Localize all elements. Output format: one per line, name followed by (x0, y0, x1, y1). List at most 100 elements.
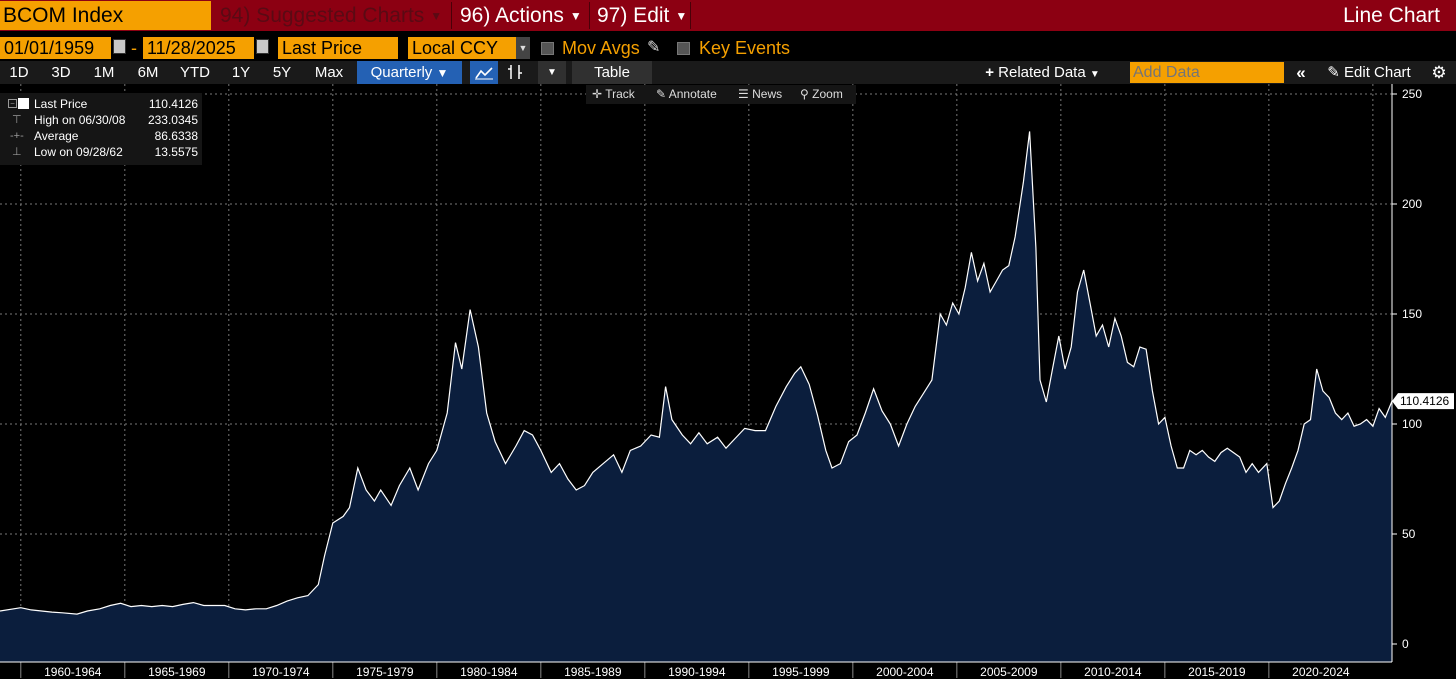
news-icon: ☰ (738, 87, 749, 101)
crosshair-icon: ✛ (592, 87, 603, 101)
related-data-menu[interactable]: + Related Data ▼ (970, 61, 1115, 84)
pen-icon: ✎ (656, 87, 667, 101)
x-tick-label: 1980-1984 (460, 665, 518, 679)
ticker-field[interactable]: BCOM Index (0, 1, 211, 30)
key-events-checkbox[interactable] (677, 42, 690, 55)
low-marker-icon: ⊥ (12, 146, 22, 158)
suggested-charts-menu[interactable]: 94) Suggested Charts ▼ (220, 0, 442, 31)
gear-icon[interactable]: ⚙ (1431, 63, 1447, 82)
calendar-icon[interactable] (113, 39, 126, 54)
y-tick-label: 50 (1402, 527, 1416, 541)
currency-label: Local CCY (412, 38, 499, 58)
edit-chart-button[interactable]: ✎ Edit Chart (1316, 61, 1422, 84)
currency-dropdown[interactable]: Local CCY ▼ (408, 37, 530, 59)
legend-value: 233.0345 (147, 113, 198, 127)
x-tick-label: 1995-1999 (772, 665, 830, 679)
related-data-label: Related Data (998, 64, 1086, 81)
average-marker-icon: -+- (10, 130, 24, 142)
chart-toolbar: 1D 3D 1M 6M YTD 1Y 5Y Max Quarterly ▼ ▼ … (0, 61, 1456, 84)
edit-menu[interactable]: 97) Edit ▼ (597, 0, 687, 31)
high-marker-icon: ⊤ (12, 114, 22, 126)
track-label: Track (605, 87, 635, 101)
annotate-tool[interactable]: ✎ Annotate (656, 85, 717, 104)
end-date-input[interactable]: 11/28/2025 (143, 37, 254, 59)
last-price-tag-label: 110.4126 (1400, 394, 1449, 408)
chart-style-dropdown[interactable]: ▼ (538, 61, 566, 84)
period-5y-button[interactable]: 5Y (272, 64, 292, 81)
period-ytd-button[interactable]: YTD (180, 64, 210, 81)
actions-label: 96) Actions (460, 4, 564, 27)
y-tick-label: 100 (1402, 417, 1422, 431)
x-tick-label: 2010-2014 (1084, 665, 1142, 679)
key-events-label: Key Events (699, 38, 791, 58)
legend-value: 13.5575 (154, 145, 198, 159)
frequency-dropdown[interactable]: Quarterly ▼ (357, 61, 462, 84)
zoom-label: Zoom (812, 87, 843, 101)
legend-label: Low on 09/28/62 (34, 145, 123, 159)
legend-average: -+- Average 86.6338 (8, 128, 202, 144)
x-tick-label: 2005-2009 (980, 665, 1038, 679)
x-tick-label: 1990-1994 (668, 665, 726, 679)
price-chart[interactable]: 1960-1964 1965-1969 1970-1974 1975-1979 1980… (0, 84, 1456, 679)
suggested-charts-label: 94) Suggested Charts (220, 4, 425, 27)
legend-last-price[interactable]: − Last Price 110.4126 (8, 96, 202, 112)
pencil-icon[interactable]: ✎ (647, 39, 661, 56)
y-tick-label: 200 (1402, 197, 1422, 211)
candlestick-icon[interactable] (502, 61, 528, 84)
pencil-icon: ✎ (1327, 64, 1340, 81)
field-selector[interactable]: Last Price (278, 37, 398, 59)
chevron-down-icon: ▼ (547, 67, 557, 78)
menu-divider (451, 2, 452, 29)
period-3d-button[interactable]: 3D (51, 64, 71, 81)
menu-divider (589, 2, 590, 29)
legend-value: 110.4126 (148, 97, 198, 111)
x-tick-label: 1960-1964 (44, 665, 102, 679)
menu-divider (690, 2, 691, 29)
collapse-toggle-icon[interactable]: − (8, 99, 17, 108)
chevron-down-icon: ▼ (1089, 69, 1100, 80)
zoom-tool[interactable]: ⚲ Zoom (800, 85, 843, 104)
period-1m-button[interactable]: 1M (93, 64, 115, 81)
date-separator: - (131, 38, 137, 58)
y-tick-label: 250 (1402, 87, 1422, 101)
period-1y-button[interactable]: 1Y (231, 64, 251, 81)
x-tick-label: 1975-1979 (356, 665, 414, 679)
period-max-button[interactable]: Max (314, 64, 344, 81)
x-axis-labels: 1960-1964 1965-1969 1970-1974 1975-1979 1980… (44, 665, 1350, 679)
actions-menu[interactable]: 96) Actions ▼ (460, 0, 582, 31)
period-1d-button[interactable]: 1D (9, 64, 29, 81)
x-tick-label: 2015-2019 (1188, 665, 1246, 679)
last-price-tag-box (1392, 393, 1454, 410)
y-tick-label: 0 (1402, 637, 1409, 651)
price-area (0, 131, 1392, 662)
legend-low: ⊥ Low on 09/28/62 13.5575 (8, 144, 202, 160)
title-bar: BCOM Index 94) Suggested Charts ▼ 96) Act… (0, 0, 1456, 31)
chevron-down-icon: ▼ (430, 8, 443, 23)
calendar-icon[interactable] (256, 39, 269, 54)
x-tick-label: 2020-2024 (1292, 665, 1350, 679)
price-line (0, 131, 1393, 615)
edit-chart-label: Edit Chart (1344, 64, 1411, 81)
chart-type-label: Line Chart (1343, 4, 1440, 27)
news-tool[interactable]: ☰ News (738, 85, 782, 104)
chevron-down-icon: ▼ (675, 8, 688, 23)
chevron-down-icon: ▼ (516, 37, 530, 59)
legend-value: 86.6338 (154, 129, 198, 143)
collapse-icon[interactable]: « (1296, 63, 1306, 82)
period-6m-button[interactable]: 6M (137, 64, 159, 81)
add-data-input[interactable] (1130, 62, 1284, 83)
y-tick-label: 150 (1402, 307, 1422, 321)
mov-avgs-checkbox[interactable] (541, 42, 554, 55)
table-button[interactable]: Table (572, 61, 652, 84)
date-field-row: 01/01/1959 - 11/28/2025 Last Price Local… (0, 36, 1456, 60)
y-axis-labels: 0 50 100 150 200 250 (1402, 87, 1422, 651)
x-tick-label: 1985-1989 (564, 665, 622, 679)
track-tool[interactable]: ✛ Track (592, 85, 635, 104)
start-date-input[interactable]: 01/01/1959 (0, 37, 111, 59)
legend-label: Last Price (34, 97, 88, 111)
news-label: News (752, 87, 783, 101)
annotate-label: Annotate (668, 87, 717, 101)
chevron-down-icon: ▼ (569, 8, 582, 23)
line-chart-icon[interactable] (470, 61, 498, 84)
legend-label: Average (34, 129, 79, 143)
